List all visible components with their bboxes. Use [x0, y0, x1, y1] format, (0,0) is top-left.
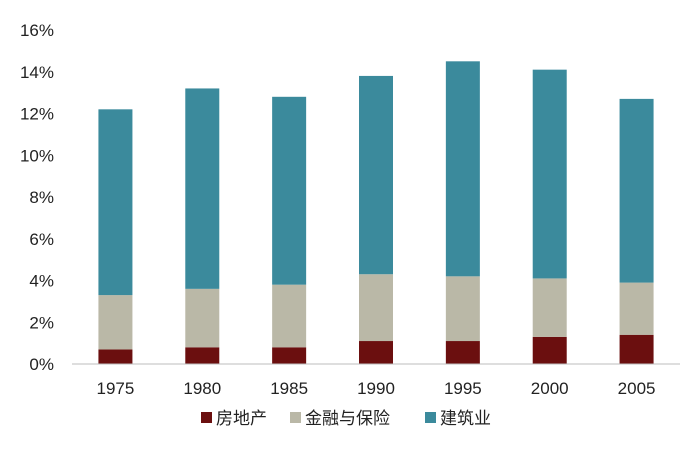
- legend-item: 房地产: [201, 409, 267, 429]
- bar-segment-series-2: [98, 109, 133, 296]
- bar-segment-series-2: [272, 96, 307, 285]
- bar-stack-1990: [359, 75, 393, 364]
- bar-segment-series-1: [98, 295, 133, 350]
- legend-swatch: [290, 412, 301, 423]
- bar-segment-series-1: [272, 284, 307, 348]
- x-tick-label: 1990: [357, 379, 395, 398]
- legend-item: 建筑业: [425, 409, 491, 429]
- bar-segment-series-1: [619, 282, 654, 335]
- bar-segment-series-0: [445, 341, 480, 364]
- legend-label: 金融与保险: [305, 409, 390, 429]
- bar-stack-2005: [619, 98, 654, 364]
- x-tick-label: 1985: [270, 379, 308, 398]
- y-axis: 0% 2% 4% 6% 8% 10% 12% 14% 16%: [20, 21, 54, 374]
- bar-segment-series-1: [445, 276, 480, 342]
- legend-label: 房地产: [216, 409, 267, 429]
- bar-stack-1995: [445, 61, 480, 364]
- bar-segment-series-2: [185, 88, 220, 289]
- legend: 房地产 金融与保险 建筑业: [201, 409, 491, 429]
- bar-segment-series-2: [619, 98, 654, 283]
- bar-stack-2000: [532, 69, 567, 364]
- x-tick-label: 1995: [444, 379, 482, 398]
- bar-segment-series-2: [532, 69, 567, 279]
- y-tick-label: 12%: [20, 105, 54, 124]
- bar-segment-series-1: [532, 278, 567, 337]
- bar-segment-series-1: [185, 288, 220, 348]
- legend-swatch: [201, 412, 212, 423]
- y-tick-label: 14%: [20, 63, 54, 82]
- bar-stack-1975: [98, 109, 133, 364]
- bar-segment-series-0: [185, 347, 220, 364]
- y-tick-label: 8%: [29, 188, 54, 207]
- bar-segment-series-2: [359, 75, 393, 275]
- legend-swatch: [425, 412, 436, 423]
- x-tick-label: 2000: [531, 379, 569, 398]
- legend-item: 金融与保险: [290, 409, 390, 429]
- x-tick-label: 1975: [97, 379, 135, 398]
- bar-segment-series-0: [619, 334, 654, 364]
- bar-stack-1980: [185, 88, 220, 364]
- bar-segment-series-0: [359, 341, 393, 364]
- bar-segment-series-0: [532, 336, 567, 364]
- y-tick-label: 2%: [29, 313, 54, 332]
- bars: [98, 61, 654, 364]
- x-tick-label: 2005: [618, 379, 656, 398]
- y-tick-label: 16%: [20, 21, 54, 40]
- y-tick-label: 4%: [29, 272, 54, 291]
- x-tick-label: 1980: [183, 379, 221, 398]
- x-axis: 1975 1980 1985 1990 1995 2000 2005: [97, 379, 656, 398]
- legend-label: 建筑业: [440, 409, 491, 429]
- y-tick-label: 10%: [20, 146, 54, 165]
- bar-segment-series-0: [272, 347, 307, 364]
- bar-segment-series-0: [98, 349, 133, 364]
- bar-segment-series-2: [445, 61, 480, 277]
- bar-stack-1985: [272, 96, 307, 364]
- y-tick-label: 6%: [29, 230, 54, 249]
- bar-segment-series-1: [359, 274, 393, 342]
- y-tick-label: 0%: [29, 355, 54, 374]
